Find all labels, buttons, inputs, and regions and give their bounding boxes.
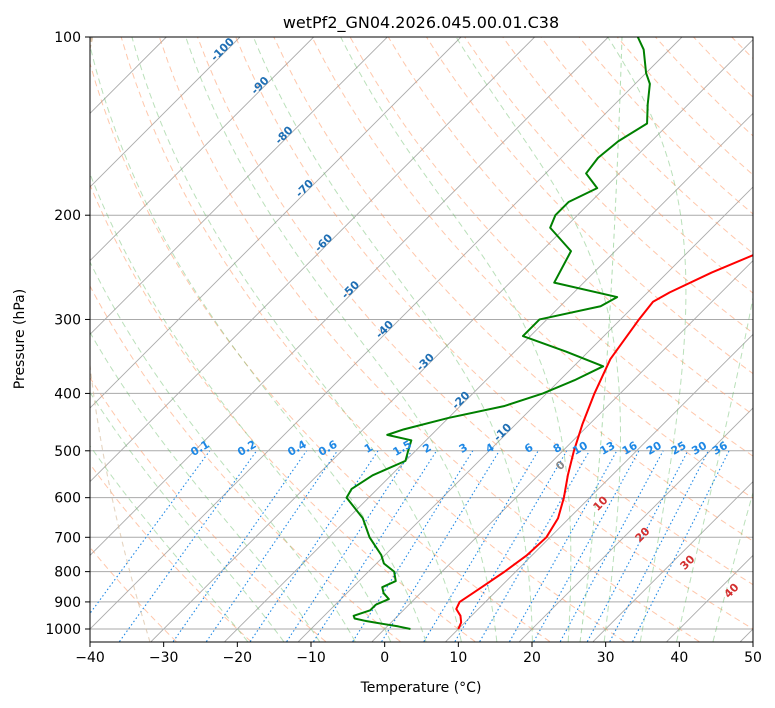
dewpoint-line — [345, 37, 651, 630]
mixing-ratio-line — [381, 450, 500, 642]
mixing-ratio-line — [509, 450, 618, 642]
y-tick-label: 700 — [54, 530, 81, 546]
dry-adiabat — [273, 37, 753, 542]
dry-adiabat — [235, 37, 753, 586]
y-axis-label: Pressure (hPa) — [12, 289, 28, 389]
mixing-ratio-line — [479, 450, 590, 642]
mixing-ratio-line — [90, 450, 211, 615]
isotherm-line — [519, 407, 753, 642]
dry-adiabat — [502, 37, 753, 294]
isotherm-line — [150, 39, 753, 642]
isotherm-line — [371, 260, 753, 642]
tan-curve — [90, 120, 151, 642]
dry-adiabat — [90, 376, 326, 642]
dry-adiabat — [158, 37, 700, 642]
sounding-series — [345, 37, 753, 630]
y-axis-ticks: 100 200 300 400 500 600 700 800 900 1000 — [45, 30, 90, 638]
mixing-ratio-line — [423, 450, 539, 642]
y-tick-label: 900 — [54, 595, 81, 611]
y-tick-label: 300 — [54, 312, 81, 328]
mixing-ratio-line — [559, 450, 664, 642]
x-tick-label: 50 — [744, 650, 762, 666]
dry-adiabats — [90, 37, 753, 642]
x-tick-label: −20 — [223, 650, 253, 666]
moist-adiabat — [90, 260, 356, 642]
mixing-ratio-line — [352, 450, 474, 642]
x-axis-ticks: −40 −30 −20 −10 0 10 20 30 40 50 — [75, 642, 762, 666]
y-tick-label: 1000 — [45, 622, 81, 638]
mixing-ratio-line — [119, 450, 258, 642]
dry-adiabat — [311, 37, 753, 499]
isotherm-line — [592, 481, 753, 642]
mixing-ratio-line — [172, 450, 308, 642]
x-tick-label: 0 — [380, 650, 389, 666]
dry-adiabat — [464, 37, 753, 334]
dry-adiabat — [90, 61, 551, 642]
x-tick-label: −40 — [75, 650, 105, 666]
moist-adiabat — [90, 43, 427, 642]
moist-adiabat — [90, 172, 392, 642]
isotherm-line — [90, 37, 314, 262]
y-tick-label: 100 — [54, 30, 81, 46]
chart-title: wetPf2_GN04.2026.045.00.01.C38 — [283, 13, 559, 33]
moist-adiabat — [252, 37, 533, 642]
x-tick-label: 10 — [449, 650, 467, 666]
isotherm-line — [90, 37, 683, 630]
y-tick-label: 400 — [54, 386, 81, 402]
moist-adiabat — [131, 37, 462, 642]
isotherm-grid — [90, 37, 753, 642]
x-tick-label: −30 — [149, 650, 179, 666]
mixing-ratio-line — [454, 450, 568, 642]
y-tick-label: 500 — [54, 444, 81, 460]
moist-adiabat — [607, 37, 687, 642]
isotherm-line — [90, 37, 462, 409]
isotherm-line — [90, 37, 535, 483]
dry-adiabat — [90, 463, 252, 642]
x-tick-label: 20 — [523, 650, 541, 666]
y-tick-label: 600 — [54, 491, 81, 507]
moist-curve — [579, 37, 623, 642]
temperature-line — [455, 254, 753, 630]
plot-frame — [89, 36, 754, 643]
moist-adiabat — [712, 490, 753, 642]
x-tick-label: −10 — [296, 650, 326, 666]
moist-adiabat — [90, 391, 285, 642]
dry-adiabat — [120, 37, 625, 642]
isotherm-line — [224, 112, 753, 642]
moist-adiabat — [90, 444, 249, 642]
moist-adiabat — [90, 331, 320, 642]
x-tick-label: 30 — [597, 650, 615, 666]
isotherm-line — [90, 37, 241, 188]
mixing-ratio-lines — [90, 450, 730, 642]
moist-adiabat — [676, 295, 753, 642]
y-tick-label: 200 — [54, 208, 81, 224]
tan-curves — [90, 37, 623, 642]
isotherm-line — [90, 37, 609, 556]
x-axis-label: Temperature (°C) — [360, 680, 482, 696]
moist-adiabat — [185, 37, 498, 642]
isotherm-line — [90, 37, 388, 335]
isotherm-line — [445, 333, 753, 642]
mixing-ratio-line — [205, 450, 338, 642]
moist-adiabat — [340, 37, 572, 642]
mixing-ratio-line — [533, 450, 640, 642]
x-tick-label: 40 — [670, 650, 688, 666]
y-tick-label: 800 — [54, 565, 81, 581]
dry-adiabat — [197, 37, 753, 630]
